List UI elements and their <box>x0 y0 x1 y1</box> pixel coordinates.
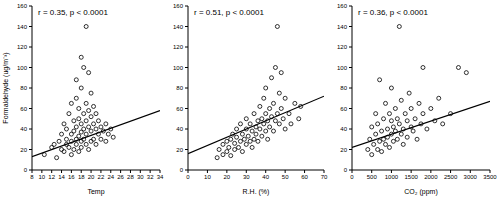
svg-text:10: 10 <box>39 174 46 180</box>
svg-text:12: 12 <box>48 174 55 180</box>
svg-text:70: 70 <box>321 174 328 180</box>
svg-text:R.H. (%): R.H. (%) <box>243 188 270 196</box>
svg-text:140: 140 <box>173 24 184 30</box>
svg-text:Temp: Temp <box>87 188 104 196</box>
svg-text:80: 80 <box>340 85 347 91</box>
svg-text:140: 140 <box>337 24 348 30</box>
svg-text:20: 20 <box>20 147 27 153</box>
svg-text:500: 500 <box>367 174 378 180</box>
svg-text:60: 60 <box>301 174 308 180</box>
svg-text:0: 0 <box>180 167 184 173</box>
svg-text:Formaldehyde (ug/m⁻³): Formaldehyde (ug/m⁻³) <box>2 52 10 123</box>
svg-text:20: 20 <box>224 174 231 180</box>
svg-text:30: 30 <box>137 174 144 180</box>
svg-text:140: 140 <box>17 24 28 30</box>
svg-text:16: 16 <box>68 174 75 180</box>
svg-text:100: 100 <box>17 65 28 71</box>
svg-text:3000: 3000 <box>464 174 478 180</box>
svg-text:60: 60 <box>20 106 27 112</box>
svg-text:10: 10 <box>204 174 211 180</box>
svg-text:3500: 3500 <box>483 174 497 180</box>
svg-text:26: 26 <box>117 174 124 180</box>
svg-text:0: 0 <box>350 174 354 180</box>
svg-text:60: 60 <box>176 106 183 112</box>
svg-text:40: 40 <box>340 126 347 132</box>
svg-text:0: 0 <box>186 174 190 180</box>
html-text:r = 0.35, p < 0.0001: r = 0.35, p < 0.0001 <box>38 8 108 17</box>
svg-text:40: 40 <box>262 174 269 180</box>
svg-text:18: 18 <box>78 174 85 180</box>
svg-text:0: 0 <box>344 167 348 173</box>
svg-text:160: 160 <box>17 3 28 9</box>
svg-text:CO₂ (ppm): CO₂ (ppm) <box>404 188 437 196</box>
html-text:r = 0.36, p < 0.0001: r = 0.36, p < 0.0001 <box>358 8 428 17</box>
svg-text:50: 50 <box>282 174 289 180</box>
svg-text:1500: 1500 <box>404 174 418 180</box>
svg-text:120: 120 <box>17 44 28 50</box>
svg-text:120: 120 <box>337 44 348 50</box>
svg-text:40: 40 <box>20 126 27 132</box>
svg-text:20: 20 <box>176 147 183 153</box>
svg-text:2500: 2500 <box>444 174 458 180</box>
svg-text:22: 22 <box>98 174 105 180</box>
svg-text:120: 120 <box>173 44 184 50</box>
svg-text:100: 100 <box>337 65 348 71</box>
svg-text:30: 30 <box>243 174 250 180</box>
svg-text:34: 34 <box>157 174 164 180</box>
svg-text:160: 160 <box>337 3 348 9</box>
html-text:r = 0.51, p < 0.0001: r = 0.51, p < 0.0001 <box>194 8 264 17</box>
svg-text:160: 160 <box>173 3 184 9</box>
svg-text:8: 8 <box>30 174 34 180</box>
svg-text:2000: 2000 <box>424 174 438 180</box>
svg-text:32: 32 <box>147 174 154 180</box>
svg-text:100: 100 <box>173 65 184 71</box>
svg-text:60: 60 <box>340 106 347 112</box>
svg-text:40: 40 <box>176 126 183 132</box>
svg-text:80: 80 <box>20 85 27 91</box>
svg-text:24: 24 <box>107 174 114 180</box>
svg-text:14: 14 <box>58 174 65 180</box>
svg-text:80: 80 <box>176 85 183 91</box>
svg-text:0: 0 <box>24 167 28 173</box>
svg-text:1000: 1000 <box>385 174 399 180</box>
svg-text:20: 20 <box>340 147 347 153</box>
svg-text:20: 20 <box>88 174 95 180</box>
svg-text:28: 28 <box>127 174 134 180</box>
